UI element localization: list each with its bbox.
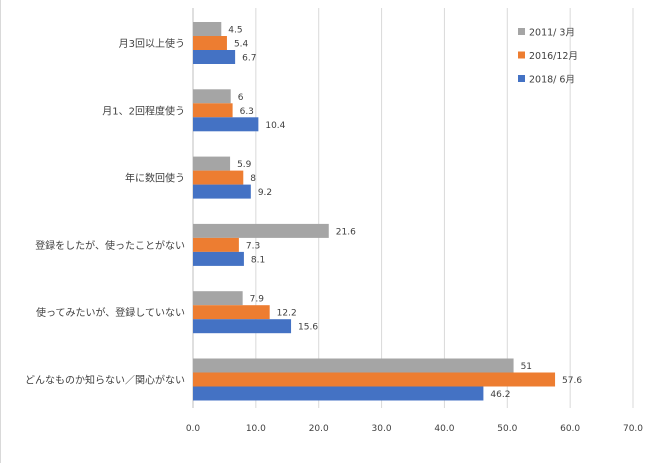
bar xyxy=(193,251,244,266)
bar xyxy=(193,291,243,306)
bar xyxy=(193,117,259,132)
bar xyxy=(193,156,231,171)
data-label: 21.6 xyxy=(336,227,356,237)
x-tick-label: 50.0 xyxy=(497,424,517,434)
bar xyxy=(193,319,292,334)
category-label: 月3回以上使う xyxy=(119,37,185,50)
category-label: 登録をしたが、使ったことがない xyxy=(35,239,185,252)
x-tick-label: 20.0 xyxy=(309,424,329,434)
data-label: 7.3 xyxy=(246,241,260,251)
bar xyxy=(193,36,227,50)
category-label: 年に数回使う xyxy=(125,172,185,185)
x-tick-label: 30.0 xyxy=(372,424,392,434)
category-label: どんなものか知らない／関心がない xyxy=(25,374,185,387)
data-label: 15.6 xyxy=(298,323,318,333)
legend-swatch xyxy=(518,75,525,82)
bar xyxy=(193,22,222,36)
bar xyxy=(193,237,239,252)
bar xyxy=(193,223,329,238)
data-label: 8 xyxy=(250,174,256,184)
data-label: 6.7 xyxy=(242,54,256,64)
bar xyxy=(193,358,514,373)
legend-label: 2016/12月 xyxy=(529,51,578,62)
legend-swatch xyxy=(518,51,525,59)
data-label: 51 xyxy=(521,362,532,372)
x-tick-label: 40.0 xyxy=(434,424,454,434)
category-label: 月1、2回程度使う xyxy=(102,104,185,117)
bar xyxy=(193,305,270,320)
data-label: 6.3 xyxy=(240,107,254,117)
x-tick-label: 70.0 xyxy=(623,424,643,434)
data-label: 6 xyxy=(238,93,244,103)
legend-label: 2011/ 3月 xyxy=(529,28,575,39)
x-tick-label: 10.0 xyxy=(246,424,266,434)
bar xyxy=(193,89,231,104)
data-label: 12.2 xyxy=(277,309,297,319)
x-tick-label: 0.0 xyxy=(186,424,201,434)
x-tick-label: 60.0 xyxy=(560,424,580,434)
data-label: 7.9 xyxy=(250,295,265,305)
bar xyxy=(193,184,251,199)
data-label: 5.9 xyxy=(237,160,252,170)
bar xyxy=(193,103,233,118)
data-label: 9.2 xyxy=(258,188,272,198)
data-label: 5.4 xyxy=(234,40,249,50)
bar xyxy=(193,386,484,401)
data-label: 8.1 xyxy=(251,255,265,265)
bar xyxy=(193,170,244,185)
category-label: 使ってみたいが、登録していない xyxy=(36,306,185,319)
bar xyxy=(193,50,236,64)
data-label: 10.4 xyxy=(265,121,285,131)
bar xyxy=(193,372,556,387)
data-label: 46.2 xyxy=(490,390,510,400)
legend-label: 2018/ 6月 xyxy=(529,75,575,86)
legend-swatch xyxy=(518,28,525,35)
data-label: 4.5 xyxy=(228,26,242,36)
data-label: 57.6 xyxy=(562,376,582,386)
